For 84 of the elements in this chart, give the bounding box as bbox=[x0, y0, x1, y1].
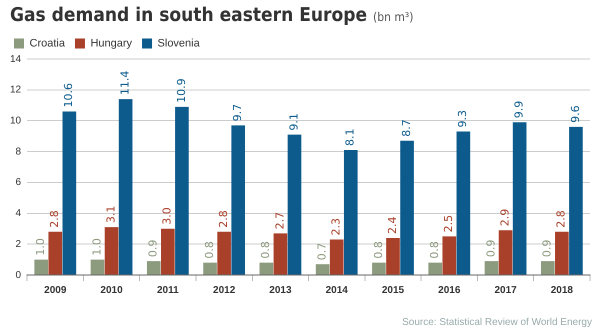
bar bbox=[344, 150, 358, 274]
bar bbox=[456, 132, 470, 274]
bar bbox=[484, 261, 498, 274]
x-tick-label: 2015 bbox=[382, 284, 405, 296]
data-label: 2.8 bbox=[48, 210, 62, 228]
bar bbox=[48, 232, 62, 274]
x-tick-label: 2014 bbox=[326, 284, 348, 296]
bar bbox=[260, 262, 274, 274]
data-label: 9.7 bbox=[231, 104, 244, 122]
data-label: 2.7 bbox=[273, 212, 286, 230]
x-tick-label: 2017 bbox=[494, 284, 518, 296]
x-tick-label: 2011 bbox=[156, 284, 180, 296]
x-tick-label: 2016 bbox=[438, 284, 461, 296]
data-label: 0.7 bbox=[315, 242, 328, 260]
chart-subtitle: (bn m³) bbox=[373, 10, 414, 24]
bar bbox=[217, 232, 231, 274]
bar bbox=[569, 126, 583, 274]
bar bbox=[555, 232, 569, 274]
bar bbox=[231, 125, 246, 274]
y-tick-label: 2 bbox=[16, 238, 22, 250]
bar bbox=[175, 106, 189, 274]
data-label: 3.1 bbox=[104, 206, 118, 224]
bar bbox=[330, 240, 344, 274]
bar bbox=[90, 260, 104, 274]
data-label: 2.3 bbox=[330, 218, 343, 236]
x-tick-label: 2009 bbox=[44, 284, 67, 296]
bar bbox=[161, 228, 175, 274]
legend-label: Slovenia bbox=[158, 38, 201, 50]
data-label: 0.8 bbox=[428, 241, 442, 259]
bar bbox=[386, 238, 400, 274]
x-tick-label: 2010 bbox=[100, 284, 124, 296]
bar bbox=[442, 236, 456, 274]
x-tick-label: 2018 bbox=[550, 284, 574, 296]
data-label: 0.8 bbox=[202, 241, 216, 259]
data-label: 9.6 bbox=[568, 105, 582, 123]
bar bbox=[498, 230, 512, 274]
data-label: 2.8 bbox=[554, 210, 568, 228]
data-label: 10.6 bbox=[62, 82, 76, 108]
source-note: Source: Statistical Review of World Energy bbox=[402, 317, 592, 328]
bar bbox=[146, 261, 161, 274]
bar bbox=[428, 262, 442, 274]
bar bbox=[274, 233, 288, 274]
data-label: 9.9 bbox=[512, 100, 526, 118]
bar bbox=[400, 140, 414, 274]
y-tick-label: 12 bbox=[10, 84, 22, 96]
bar bbox=[540, 261, 555, 274]
x-tick-label: 2012 bbox=[213, 284, 236, 296]
bar bbox=[104, 227, 118, 274]
data-label: 0.9 bbox=[484, 240, 498, 258]
data-label: 1.0 bbox=[34, 238, 48, 256]
data-label: 3.0 bbox=[160, 207, 174, 225]
legend-label: Croatia bbox=[30, 38, 66, 50]
data-label: 8.1 bbox=[344, 128, 357, 146]
bar bbox=[372, 262, 386, 274]
bar bbox=[288, 134, 302, 274]
bar bbox=[512, 122, 526, 274]
y-tick-label: 10 bbox=[10, 115, 22, 126]
x-tick-label: 2013 bbox=[269, 284, 292, 296]
data-label: 11.4 bbox=[118, 70, 132, 96]
data-label: 2.4 bbox=[386, 216, 399, 234]
data-label: 2.5 bbox=[442, 214, 456, 232]
data-label: 0.8 bbox=[372, 241, 385, 259]
data-label: 8.7 bbox=[400, 119, 413, 137]
data-label: 2.9 bbox=[498, 208, 512, 226]
chart-title: Gas demand in south eastern Europe bbox=[10, 4, 368, 26]
y-tick-label: 6 bbox=[16, 177, 22, 188]
y-tick-label: 8 bbox=[16, 146, 22, 158]
y-tick-label: 14 bbox=[10, 54, 22, 65]
bar bbox=[34, 260, 48, 274]
data-label: 0.9 bbox=[540, 240, 554, 258]
bar bbox=[316, 264, 330, 274]
data-label: 9.3 bbox=[456, 110, 470, 128]
data-label: 0.9 bbox=[146, 240, 160, 258]
data-label: 2.8 bbox=[216, 210, 230, 228]
data-label: 1.0 bbox=[90, 238, 104, 256]
bar bbox=[118, 99, 132, 274]
y-tick-label: 0 bbox=[16, 270, 22, 281]
y-tick-label: 4 bbox=[16, 208, 22, 220]
bar bbox=[203, 262, 217, 274]
data-label: 10.9 bbox=[174, 78, 188, 103]
legend-label: Hungary bbox=[90, 38, 133, 50]
data-label: 0.8 bbox=[259, 241, 272, 259]
data-label: 9.1 bbox=[287, 113, 300, 131]
bar bbox=[62, 111, 76, 274]
